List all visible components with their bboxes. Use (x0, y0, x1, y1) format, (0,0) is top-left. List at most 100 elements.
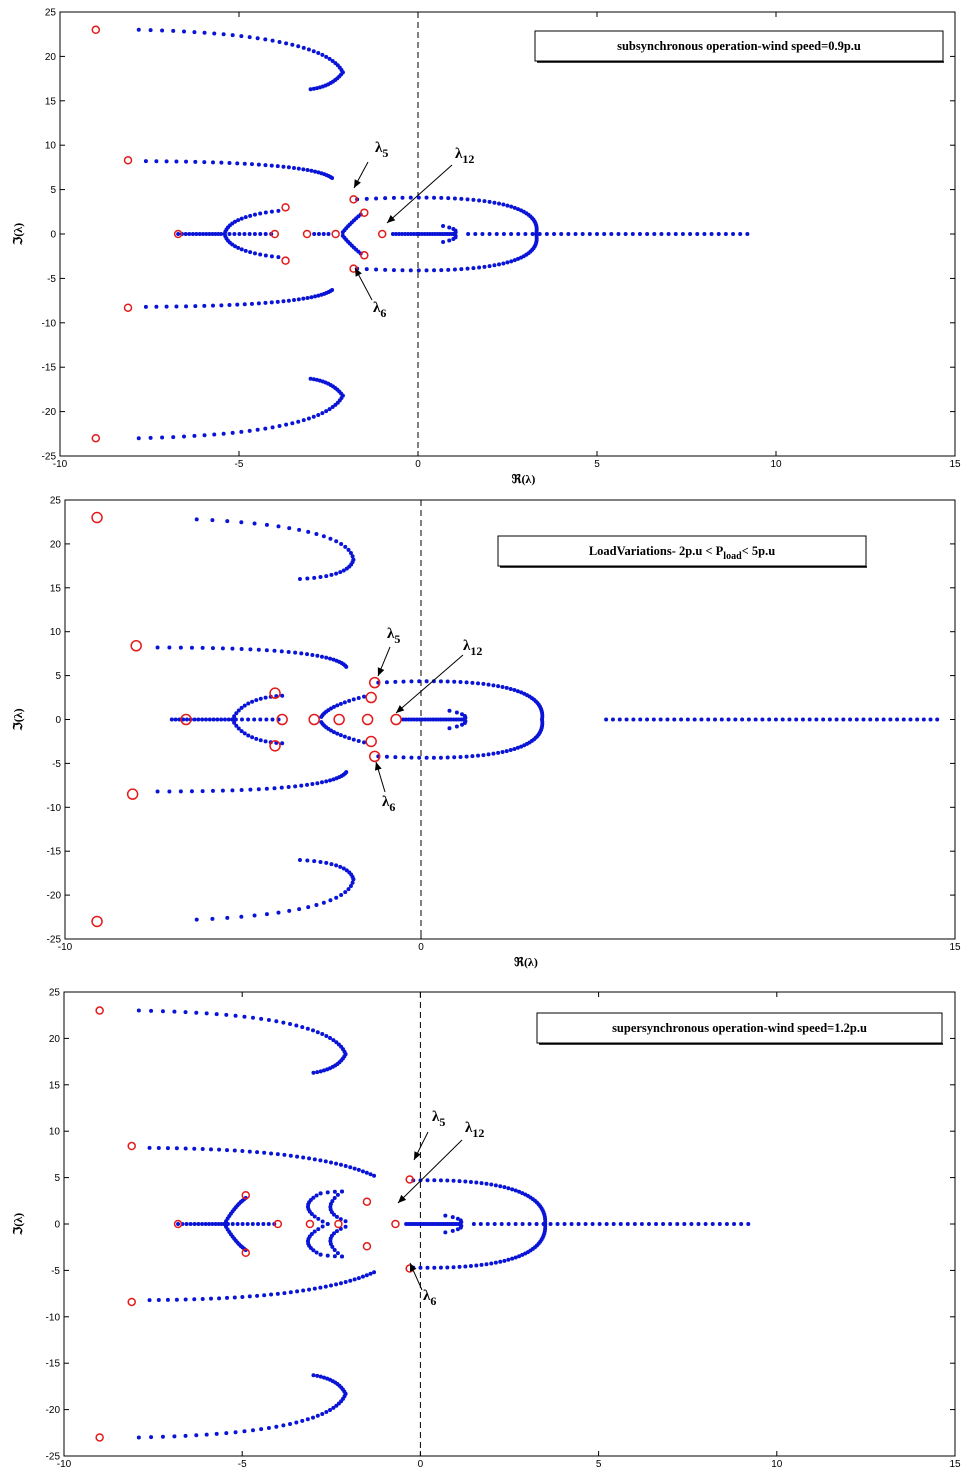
locus-point (242, 1429, 247, 1434)
locus-point (297, 577, 302, 582)
locus-point (176, 1222, 181, 1226)
locus-point (252, 717, 257, 722)
open-pole-marker (349, 264, 358, 273)
locus-point (314, 86, 319, 91)
locus-point (675, 1222, 680, 1226)
locus-branch-9 (222, 232, 281, 260)
locus-point (493, 1260, 498, 1265)
locus-point (590, 1222, 595, 1226)
locus-point (659, 232, 664, 236)
locus-point (258, 211, 263, 216)
locus-point (219, 303, 224, 308)
annotation-arrow-head (374, 762, 382, 771)
locus-point (242, 232, 247, 236)
open-pole-marker (333, 713, 345, 726)
locus-point (351, 737, 356, 742)
chart-panel-3: -10-5051015-25-20-15-10-50510152025ℜ(λ)ℑ… (11, 988, 961, 1471)
locus-point (210, 232, 215, 236)
locus-point (915, 717, 920, 722)
locus-point (384, 754, 389, 759)
locus-point (405, 232, 410, 236)
locus-point (451, 232, 456, 236)
locus-point (230, 33, 235, 38)
locus-point (515, 689, 520, 694)
locus-point (279, 649, 284, 654)
locus-point (194, 1433, 199, 1438)
locus-branch-6 (143, 287, 335, 309)
locus-point (246, 717, 251, 722)
locus-point (232, 720, 237, 725)
locus-point (548, 1222, 553, 1226)
locus-point (416, 268, 421, 273)
locus-branch-3 (194, 877, 356, 922)
locus-point (360, 1274, 365, 1279)
locus-point (500, 750, 505, 755)
locus-point (296, 166, 301, 171)
locus-point (330, 287, 335, 292)
locus-point (351, 697, 356, 702)
locus-point (331, 777, 336, 782)
locus-point (534, 232, 539, 236)
locus-point (230, 1222, 235, 1226)
locus-point (296, 44, 301, 49)
locus-point (266, 1018, 271, 1023)
locus-point (347, 736, 352, 741)
locus-point (409, 755, 414, 760)
locus-point (328, 1407, 333, 1412)
locus-point (320, 411, 325, 416)
locus-point (517, 1254, 522, 1259)
locus-point (287, 526, 292, 531)
locus-point (362, 694, 367, 699)
locus-point (290, 421, 295, 426)
locus-point (515, 745, 520, 750)
locus-point (424, 755, 429, 760)
locus-point (692, 717, 697, 722)
annotation-symbol: λ (375, 140, 383, 156)
locus-point (491, 751, 496, 756)
locus-point (464, 680, 469, 685)
locus-point (291, 165, 296, 170)
locus-point (343, 1219, 348, 1224)
open-pole-marker (276, 713, 288, 726)
locus-point (335, 731, 340, 736)
locus-point (309, 168, 314, 173)
open-pole-marker (305, 1219, 315, 1229)
locus-point (699, 717, 704, 722)
annotation-arrow-head (354, 179, 361, 188)
locus-point (569, 1222, 574, 1226)
locus-point (517, 1189, 522, 1194)
locus-point (316, 1227, 321, 1232)
locus-point (245, 1222, 250, 1226)
locus-point (445, 755, 450, 760)
open-pole-marker (91, 915, 103, 928)
annotation-label: λ6 (423, 1288, 436, 1308)
locus-point (391, 195, 396, 200)
locus-point (216, 1222, 221, 1226)
locus-point (167, 789, 172, 794)
locus-point (868, 717, 873, 722)
open-pole-marker (269, 687, 281, 699)
open-pole-marker (405, 1175, 414, 1184)
locus-point (482, 264, 487, 269)
locus-point (192, 30, 197, 35)
locus-point (210, 1222, 215, 1226)
annotation-symbol: λ (465, 1120, 473, 1136)
locus-point (318, 1252, 323, 1257)
locus-point (740, 717, 745, 722)
locus-branch-16 (328, 1224, 348, 1259)
y-tick-label: 20 (49, 1034, 61, 1045)
locus-point (424, 679, 429, 684)
locus-branch-22 (471, 1222, 751, 1226)
x-tick-label: 15 (949, 1459, 961, 1470)
locus-point (597, 1222, 602, 1226)
locus-point (508, 686, 513, 691)
y-tick-label: 0 (50, 230, 56, 241)
y-tick-label: 0 (55, 715, 61, 726)
x-tick-label: 5 (594, 459, 600, 470)
locus-point (350, 554, 355, 559)
locus-point (516, 256, 521, 261)
locus-point (246, 733, 251, 738)
locus-point (814, 717, 819, 722)
locus-point (256, 162, 261, 167)
locus-point (148, 28, 153, 33)
